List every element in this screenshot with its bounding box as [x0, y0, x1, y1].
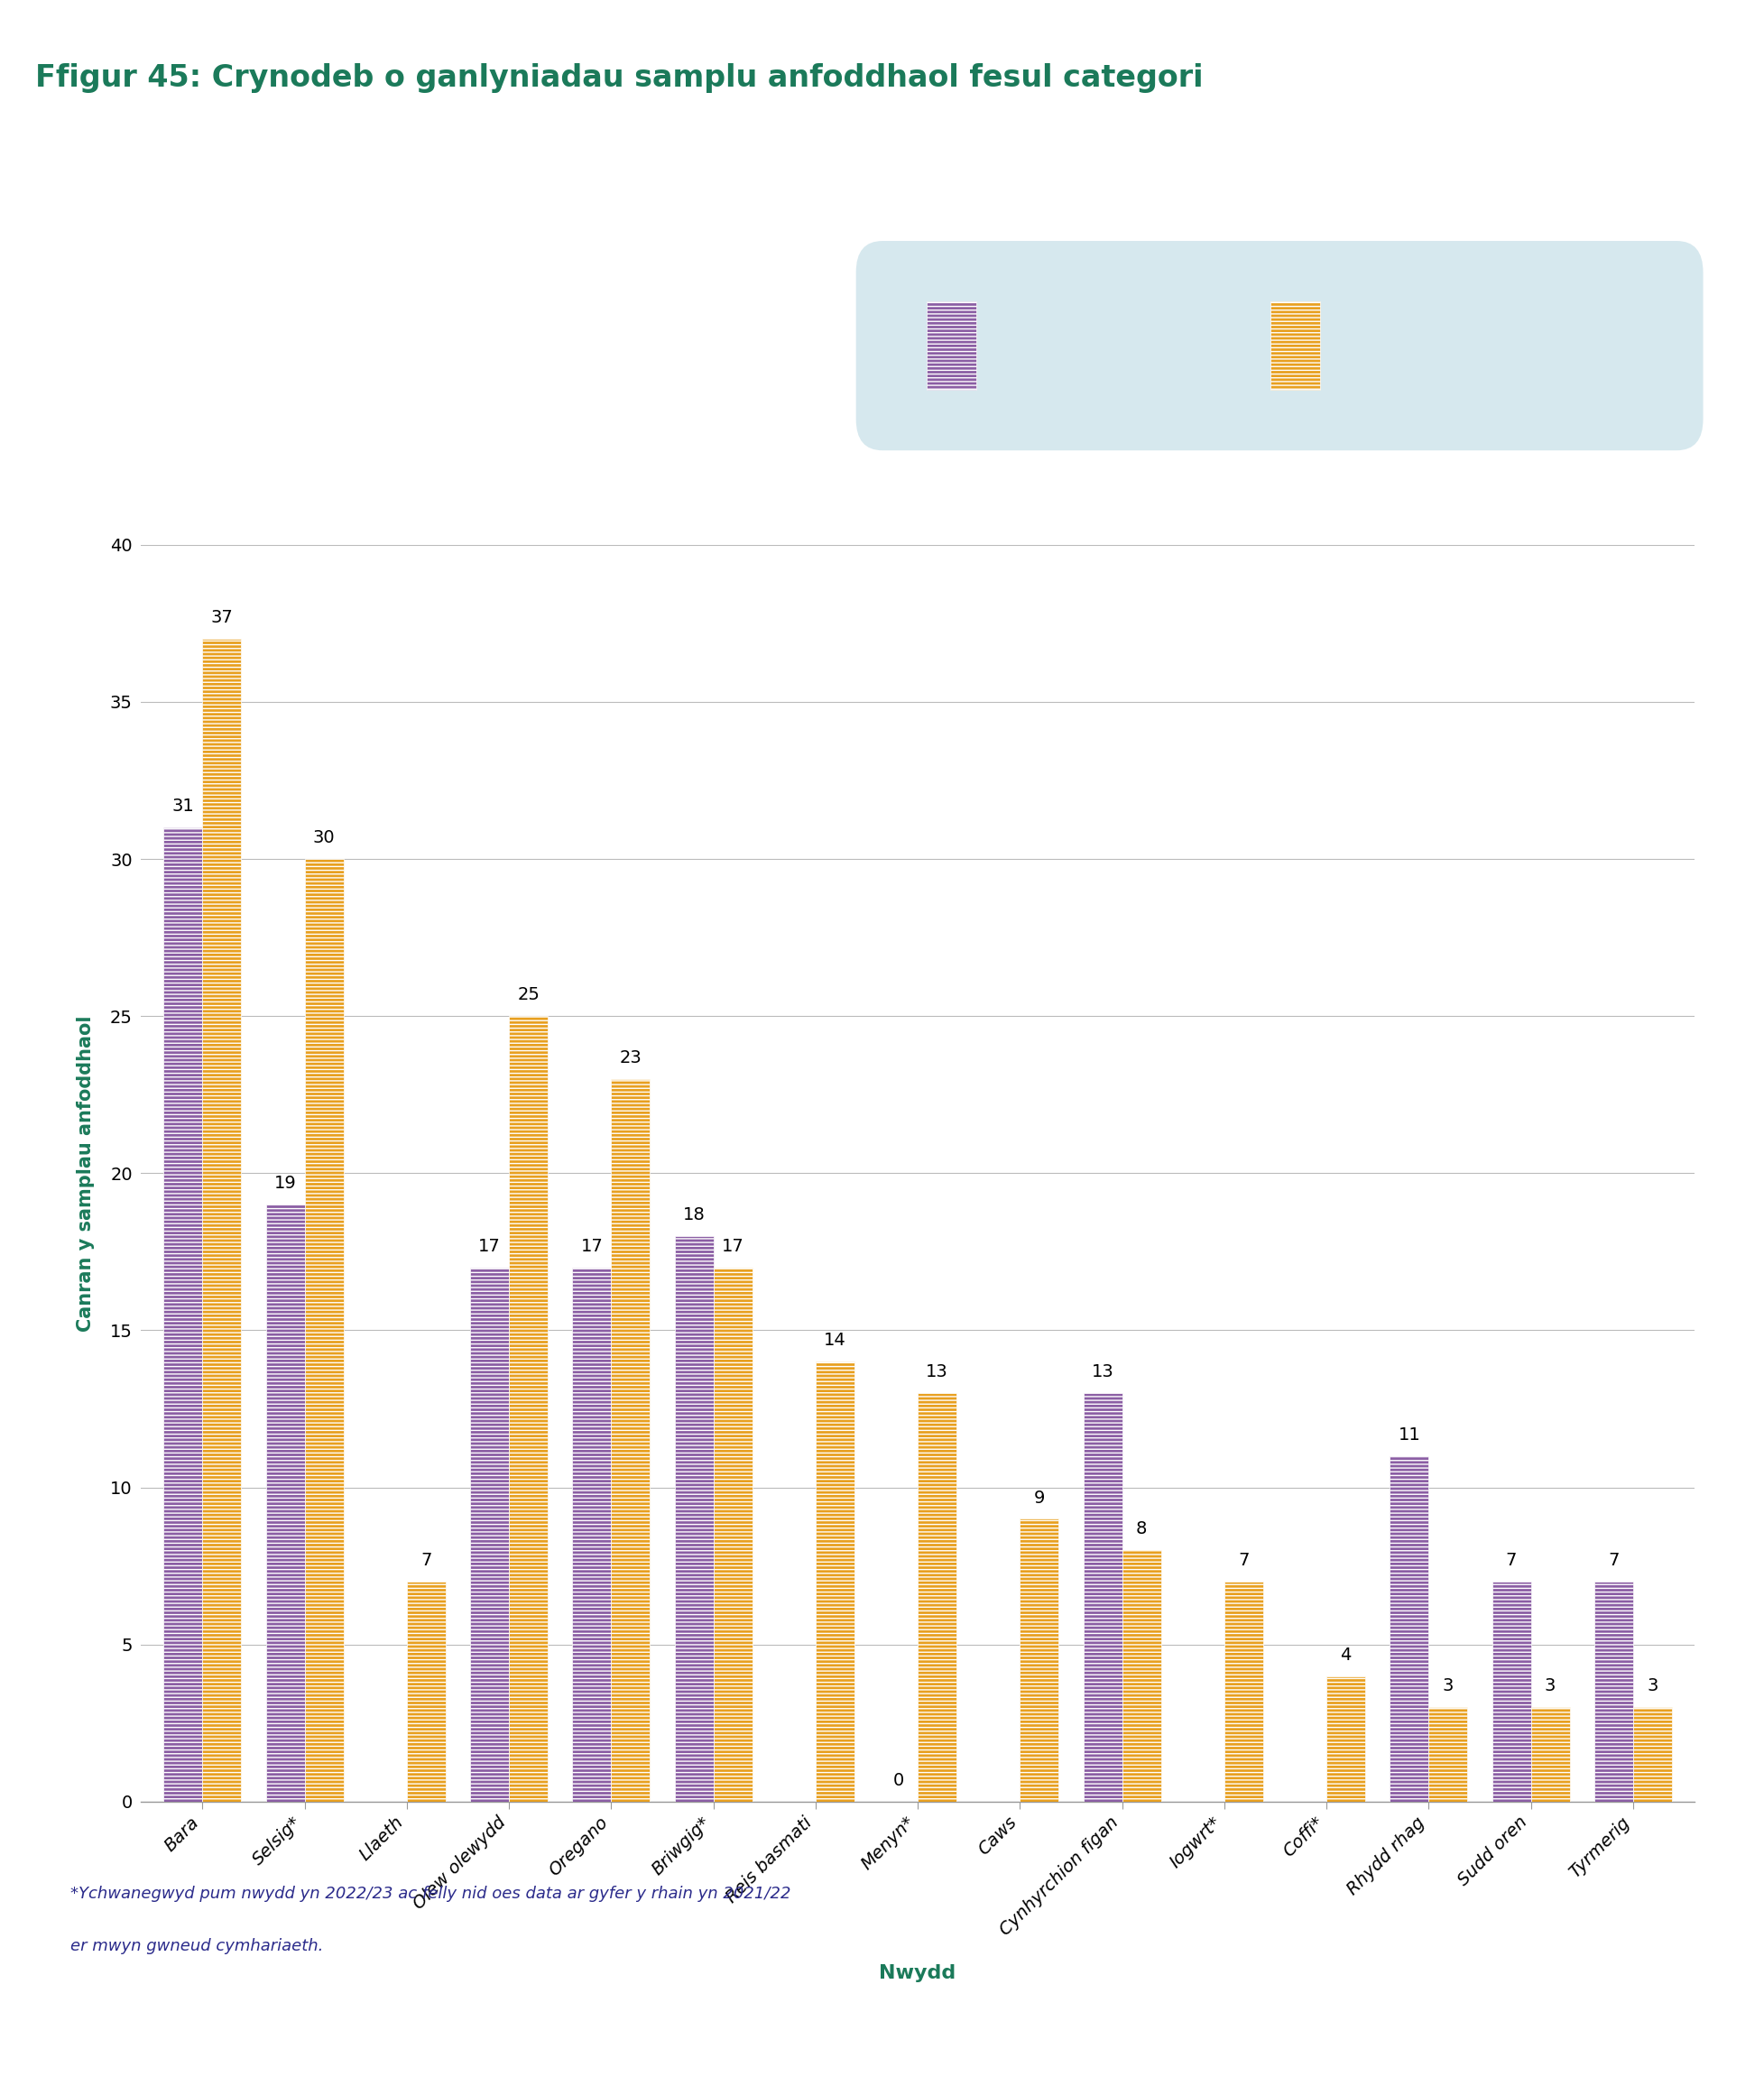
Bar: [1388, 1456, 1427, 1802]
Bar: [1327, 1676, 1365, 1802]
Text: 13: 13: [1090, 1364, 1113, 1381]
Bar: [917, 1393, 956, 1802]
Text: 17: 17: [580, 1238, 603, 1255]
Text: *Ychwanegwyd pum nwydd yn 2022/23 ac felly nid oes data ar gyfer y rhain yn 2021: *Ychwanegwyd pum nwydd yn 2022/23 ac fel…: [71, 1886, 790, 1902]
Bar: [1593, 1582, 1632, 1802]
Text: 8: 8: [1136, 1521, 1147, 1538]
Bar: [407, 1582, 446, 1802]
Text: 25: 25: [517, 987, 540, 1004]
Bar: [1020, 1519, 1058, 1802]
Bar: [1491, 1582, 1529, 1802]
Text: 9: 9: [1034, 1490, 1044, 1506]
Text: 4: 4: [1339, 1647, 1351, 1663]
Text: 19: 19: [273, 1175, 296, 1192]
Bar: [508, 1016, 547, 1802]
Text: 7: 7: [1607, 1552, 1618, 1569]
Bar: [1083, 1393, 1122, 1802]
Text: 3: 3: [1544, 1678, 1556, 1695]
Text: 30: 30: [312, 830, 335, 846]
Text: 23: 23: [619, 1050, 642, 1066]
Bar: [1427, 1707, 1466, 1802]
Text: 3: 3: [1441, 1678, 1454, 1695]
Text: 11: 11: [1397, 1427, 1420, 1443]
Text: 7: 7: [1505, 1552, 1517, 1569]
Text: 14: 14: [824, 1332, 845, 1349]
Bar: [572, 1267, 610, 1802]
Text: 13: 13: [926, 1364, 947, 1381]
Bar: [266, 1205, 305, 1802]
Text: 17: 17: [478, 1238, 501, 1255]
Text: 31: 31: [171, 798, 194, 815]
Y-axis label: Canran y samplau anfoddhaol: Canran y samplau anfoddhaol: [78, 1016, 95, 1330]
Bar: [1632, 1707, 1671, 1802]
Bar: [1224, 1582, 1263, 1802]
Text: 2022/23 (%): 2022/23 (%): [1341, 337, 1450, 354]
Bar: [469, 1267, 508, 1802]
Bar: [203, 639, 242, 1802]
X-axis label: Nwydd: Nwydd: [878, 1963, 956, 1982]
Text: 0: 0: [893, 1772, 903, 1789]
Text: 3: 3: [1646, 1678, 1656, 1695]
Text: er mwyn gwneud cymhariaeth.: er mwyn gwneud cymhariaeth.: [71, 1938, 323, 1955]
Bar: [305, 859, 344, 1802]
Bar: [1529, 1707, 1568, 1802]
Text: 7: 7: [420, 1552, 432, 1569]
Text: 18: 18: [683, 1207, 706, 1223]
Text: 7: 7: [1238, 1552, 1249, 1569]
Bar: [1122, 1550, 1161, 1802]
Text: 17: 17: [721, 1238, 744, 1255]
Text: 2021/22 (%): 2021/22 (%): [997, 337, 1106, 354]
Text: 37: 37: [210, 610, 233, 626]
Bar: [713, 1267, 751, 1802]
Bar: [610, 1079, 649, 1802]
Bar: [815, 1362, 854, 1802]
Bar: [674, 1236, 713, 1802]
Bar: [164, 828, 203, 1802]
Text: Ffigur 45: Crynodeb o ganlyniadau samplu anfoddhaol fesul categori: Ffigur 45: Crynodeb o ganlyniadau samplu…: [35, 63, 1203, 92]
